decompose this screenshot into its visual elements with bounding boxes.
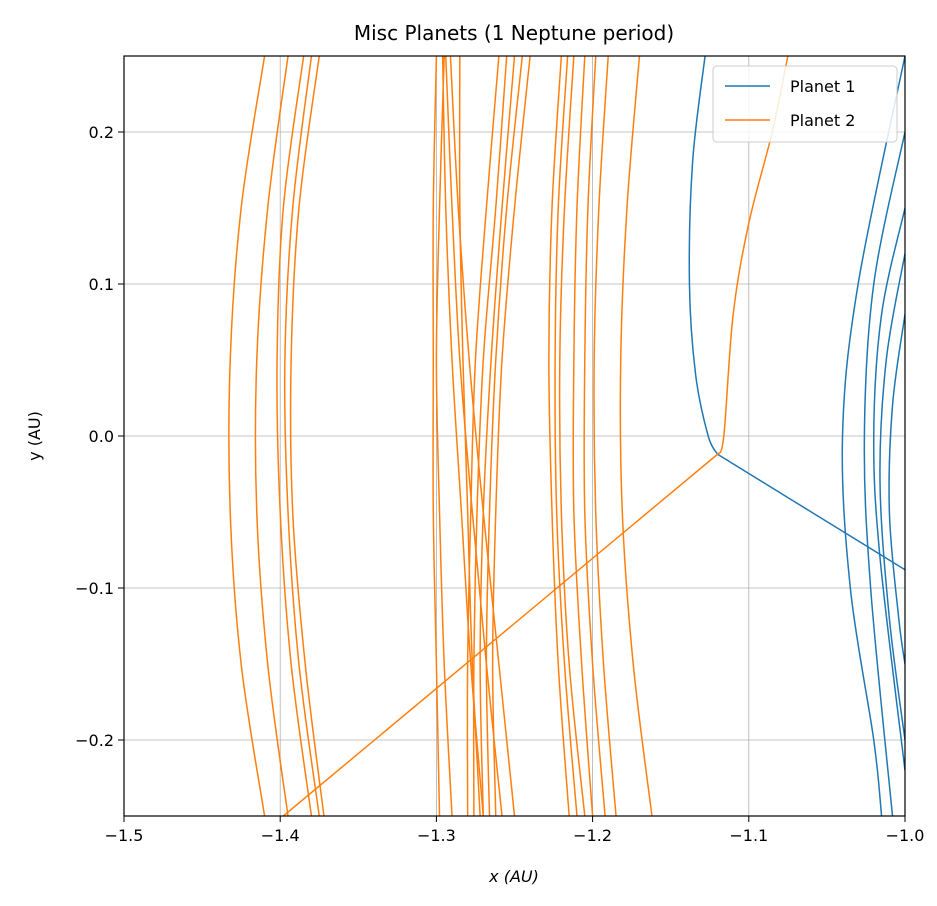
x-tick-label: −1.1 xyxy=(729,826,768,845)
orbit-path xyxy=(472,56,508,816)
orbit-path xyxy=(485,56,524,816)
orbit-path xyxy=(491,56,531,816)
orbit-path xyxy=(548,56,570,816)
orbit-path xyxy=(619,56,653,816)
x-axis-ticks: −1.5 −1.4 −1.3 −1.2 −1.1 −1.0 xyxy=(105,816,925,845)
series-1 xyxy=(688,56,905,816)
y-axis-label: y (AU) xyxy=(25,411,44,461)
orbit-path xyxy=(435,56,453,816)
orbit-path xyxy=(593,56,617,816)
y-tick-label: 0.0 xyxy=(89,427,114,446)
orbit-path xyxy=(282,453,719,816)
orbit-path xyxy=(449,56,516,816)
legend-label-planet-1: Planet 1 xyxy=(790,77,855,96)
legend-box xyxy=(712,65,898,143)
orbit-path xyxy=(558,56,586,816)
orbit-path xyxy=(479,56,516,816)
x-tick-label: −1.5 xyxy=(105,826,144,845)
y-tick-label: 0.2 xyxy=(89,123,114,142)
legend-label-planet-2: Planet 2 xyxy=(790,111,855,130)
orbit-path xyxy=(872,207,905,771)
orbit-path xyxy=(254,56,289,816)
legend: Planet 1 Planet 2 xyxy=(712,65,898,143)
y-tick-label: 0.1 xyxy=(89,275,114,294)
x-tick-label: −1.3 xyxy=(417,826,456,845)
orbit-path xyxy=(688,56,719,455)
orbit-path xyxy=(276,56,313,816)
orbit-path xyxy=(888,314,905,665)
orbit-path xyxy=(289,56,325,816)
orbit-path xyxy=(583,56,606,816)
x-tick-label: −1.0 xyxy=(886,826,925,845)
x-axis-label: x (AU) xyxy=(488,867,539,886)
chart-title: Misc Planets (1 Neptune period) xyxy=(354,21,674,45)
x-tick-label: −1.2 xyxy=(573,826,612,845)
orbit-path xyxy=(466,56,500,816)
orbit-path xyxy=(441,56,485,816)
orbit-path xyxy=(863,131,905,816)
orbit-path xyxy=(554,56,578,816)
orbit-path xyxy=(432,56,441,816)
y-tick-label: −0.2 xyxy=(75,731,114,750)
y-tick-label: −0.1 xyxy=(75,579,114,598)
x-tick-label: −1.4 xyxy=(261,826,300,845)
y-axis-ticks: −0.2 −0.1 0.0 0.1 0.2 xyxy=(75,123,124,750)
orbit-path xyxy=(572,56,594,816)
orbit-path xyxy=(228,56,266,816)
orbit-path xyxy=(283,56,320,816)
orbit-path xyxy=(841,56,905,816)
orbit-path xyxy=(879,253,905,741)
